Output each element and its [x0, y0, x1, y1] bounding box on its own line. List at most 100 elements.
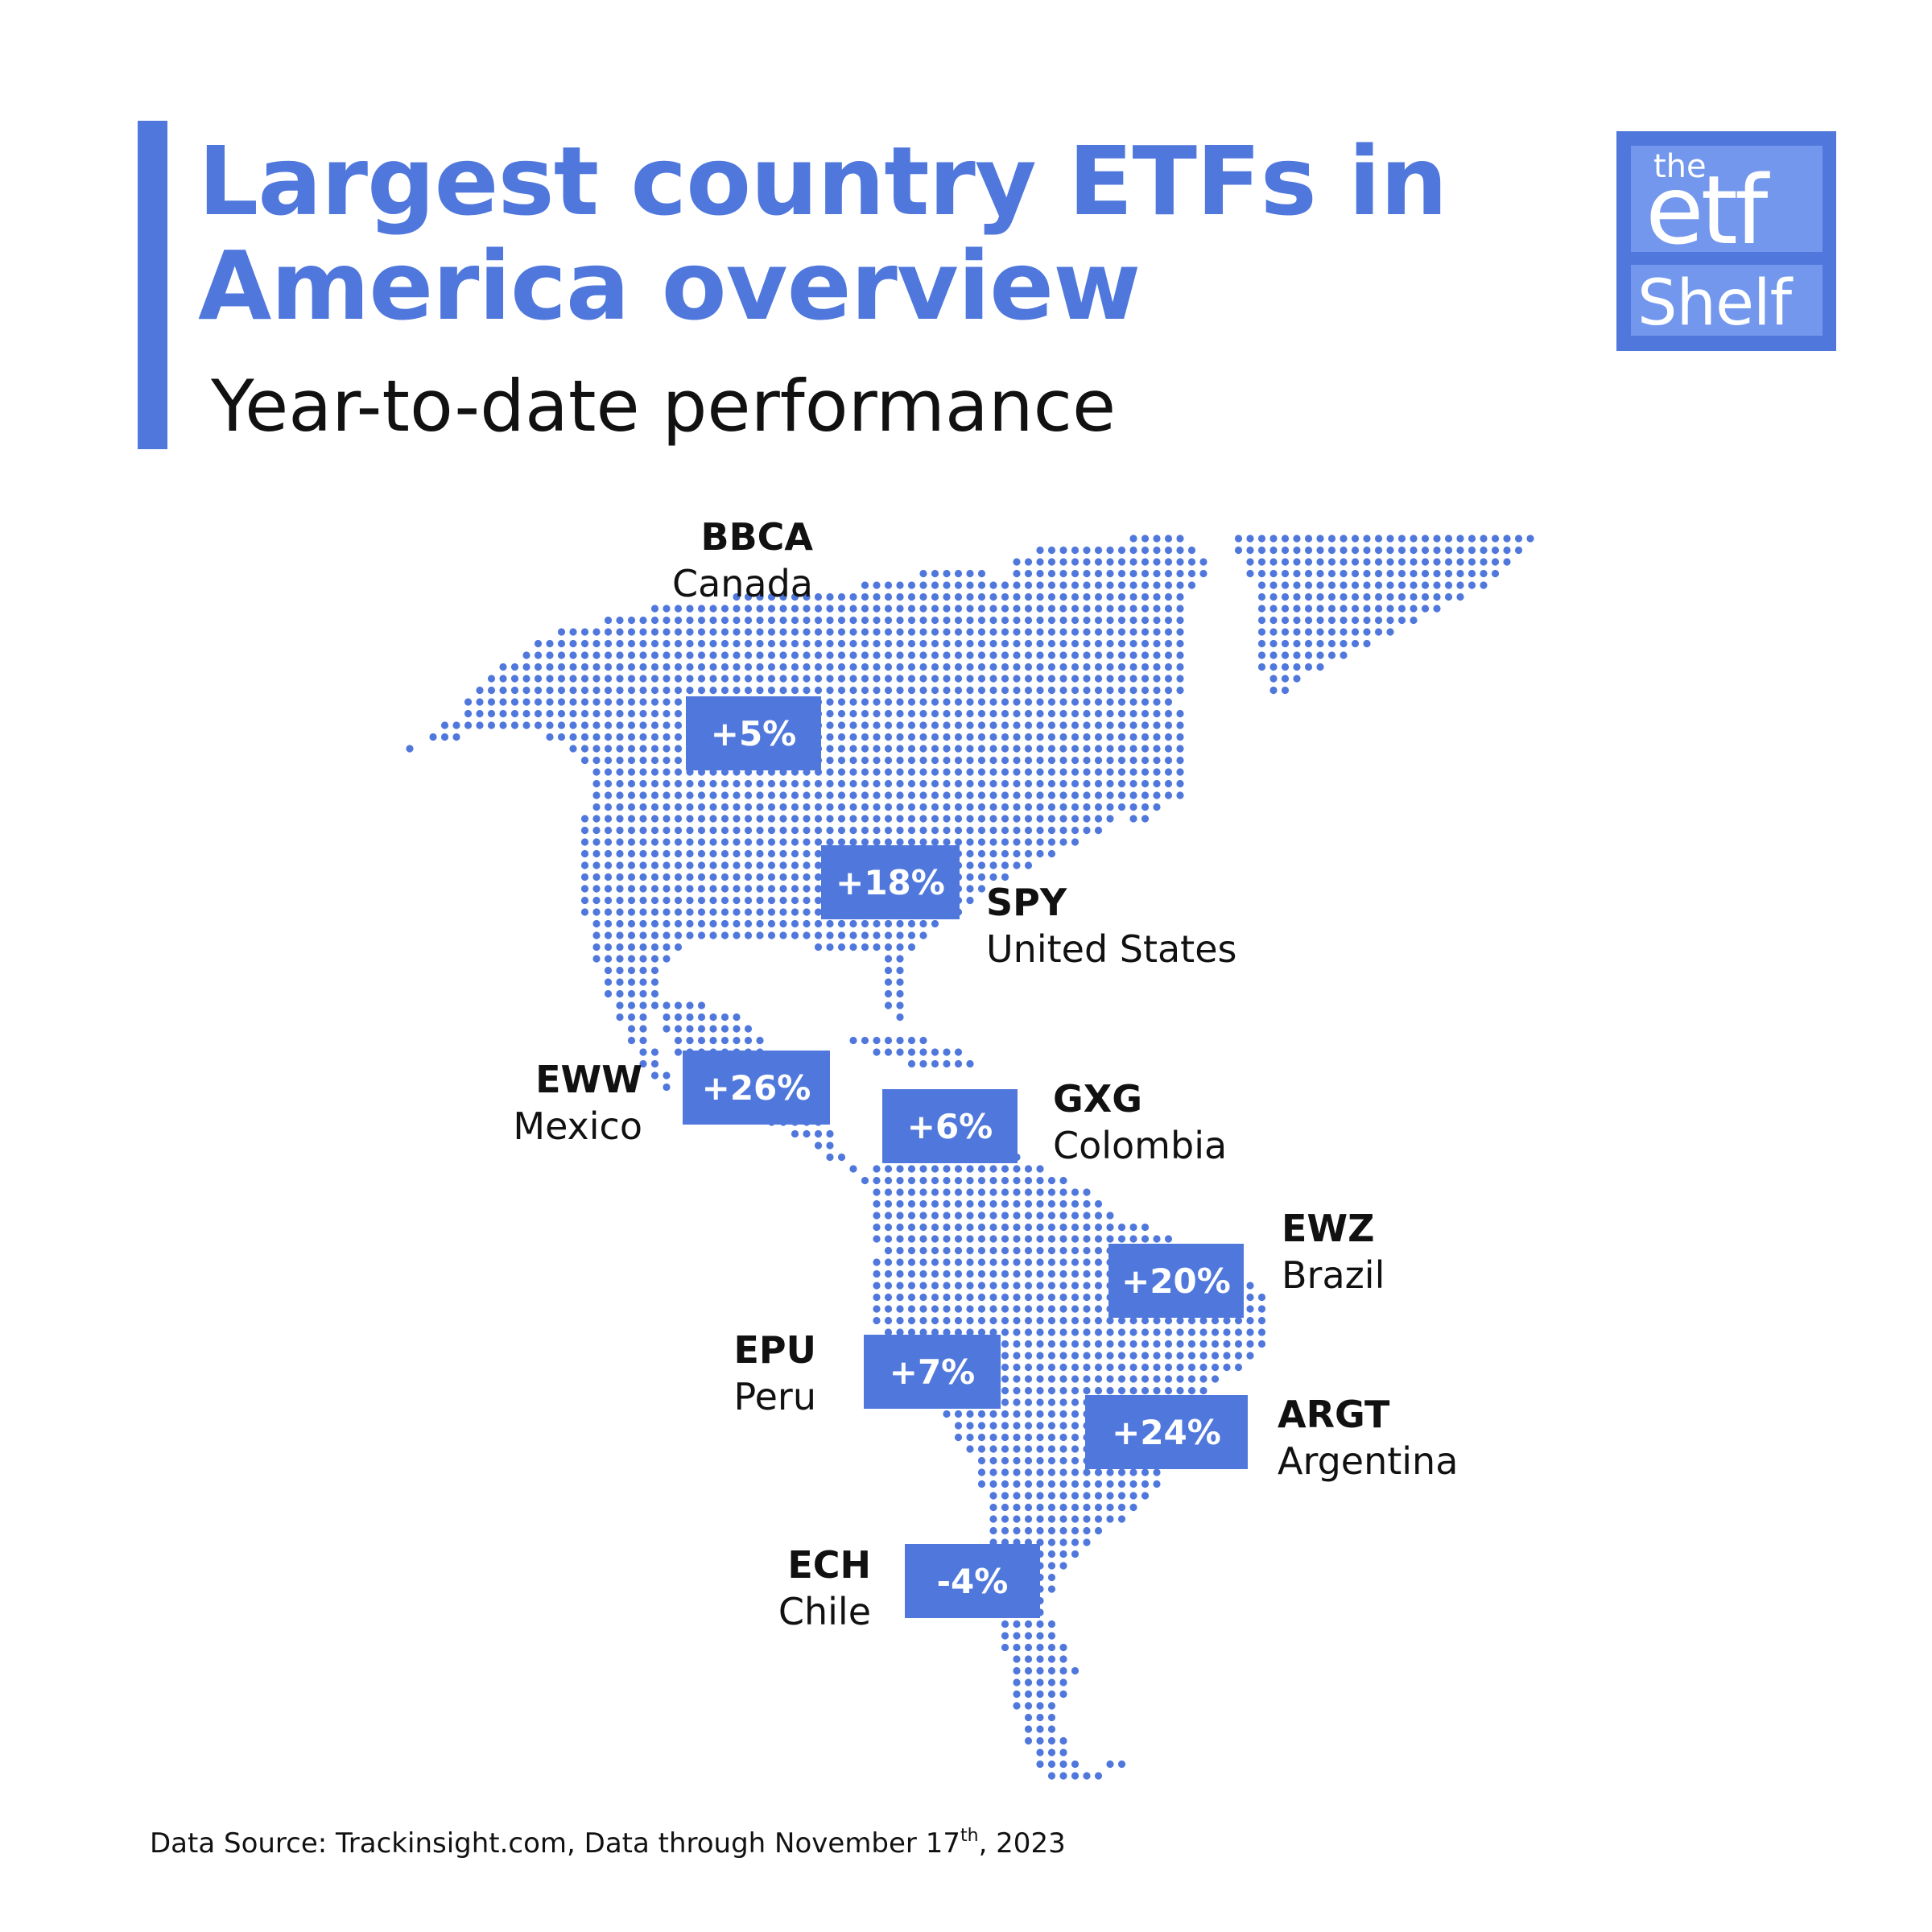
map-dot	[1071, 1433, 1080, 1442]
map-dot	[1024, 1316, 1033, 1325]
map-dot	[1141, 686, 1150, 695]
map-dot	[1071, 1515, 1080, 1523]
map-dot	[767, 861, 776, 869]
map-dot	[907, 779, 916, 788]
map-dot	[1059, 733, 1067, 741]
map-dot	[1397, 546, 1406, 555]
map-dot	[977, 873, 986, 881]
map-dot	[977, 709, 986, 718]
map-dot	[756, 628, 764, 636]
map-dot	[989, 1316, 997, 1325]
map-dot	[1036, 1188, 1044, 1196]
map-dot	[931, 791, 939, 799]
map-dot	[1001, 1398, 1009, 1406]
map-dot	[884, 815, 893, 823]
map-dot	[756, 639, 764, 648]
map-dot	[1001, 1643, 1009, 1652]
map-dot	[1024, 1433, 1033, 1442]
map-dot	[557, 698, 566, 706]
map-dot	[1304, 628, 1313, 636]
map-dot	[674, 733, 683, 741]
map-dot	[720, 1013, 729, 1022]
map-dot	[907, 931, 916, 939]
map-dot	[1293, 535, 1301, 543]
map-dot	[814, 663, 823, 671]
map-dot	[756, 605, 764, 613]
map-dot	[896, 605, 904, 613]
map-dot	[1153, 756, 1161, 765]
map-dot	[1036, 1398, 1044, 1406]
map-dot	[756, 675, 764, 683]
map-dot	[791, 628, 799, 636]
map-dot	[1059, 651, 1067, 659]
map-dot	[931, 1165, 939, 1173]
map-dot	[1059, 1772, 1067, 1780]
map-dot	[639, 663, 647, 671]
map-dot	[873, 745, 881, 753]
map-dot	[1001, 1212, 1009, 1220]
map-dot	[1257, 546, 1266, 555]
map-dot	[1141, 721, 1150, 729]
map-dot	[592, 955, 601, 963]
map-dot	[1327, 569, 1336, 578]
map-dot	[674, 779, 683, 788]
map-dot	[1013, 1526, 1021, 1535]
map-dot	[686, 838, 694, 846]
map-dot	[1187, 1340, 1196, 1348]
map-dot	[686, 1013, 694, 1022]
map-dot	[1036, 1526, 1044, 1535]
map-dot	[510, 709, 519, 718]
map-dot	[1036, 1199, 1044, 1208]
map-dot	[861, 745, 869, 753]
map-dot	[1106, 1468, 1114, 1476]
map-dot	[522, 709, 530, 718]
map-dot	[616, 966, 624, 975]
map-dot	[1316, 605, 1324, 613]
map-dot	[989, 1282, 997, 1290]
map-dot	[977, 569, 986, 578]
map-dot	[767, 885, 776, 893]
map-dot	[989, 815, 997, 823]
map-dot	[1059, 1269, 1067, 1278]
map-dot	[1164, 558, 1173, 566]
map-dot	[1129, 546, 1137, 555]
map-dot	[977, 838, 986, 846]
map-dot	[1106, 616, 1114, 625]
map-dot	[1036, 1433, 1044, 1442]
map-dot	[580, 826, 589, 835]
map-dot	[1013, 1305, 1021, 1313]
map-dot	[943, 605, 951, 613]
map-dot	[1106, 1386, 1114, 1395]
map-dot	[837, 675, 846, 683]
map-dot	[1129, 721, 1137, 729]
map-dot	[1001, 698, 1009, 706]
map-dot	[1059, 1398, 1067, 1406]
map-dot	[709, 791, 717, 799]
map-dot	[1059, 1445, 1067, 1453]
map-dot	[510, 686, 519, 695]
map-dot	[1257, 663, 1266, 671]
map-dot	[1316, 639, 1324, 648]
map-dot	[966, 721, 974, 729]
map-dot	[919, 639, 927, 648]
map-dot	[744, 803, 753, 811]
map-dot	[616, 756, 624, 765]
map-dot	[627, 756, 636, 765]
map-dot	[1153, 698, 1161, 706]
map-dot	[1024, 1736, 1033, 1745]
map-dot	[943, 733, 951, 741]
map-dot	[674, 628, 683, 636]
map-dot	[884, 1212, 893, 1220]
map-dot	[1071, 581, 1080, 589]
map-dot	[1129, 779, 1137, 788]
map-dot	[943, 581, 951, 589]
map-dot	[989, 1480, 997, 1488]
map-dot	[686, 803, 694, 811]
map-dot	[779, 592, 787, 601]
map-dot	[1001, 1515, 1009, 1523]
map-dot	[1094, 592, 1103, 601]
map-dot	[1433, 592, 1441, 601]
map-dot	[1304, 663, 1313, 671]
map-dot	[1234, 546, 1243, 555]
map-dot	[989, 709, 997, 718]
